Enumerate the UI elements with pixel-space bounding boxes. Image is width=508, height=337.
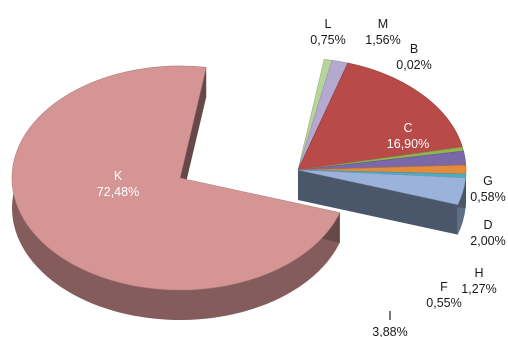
slice-value-h: 1,27% (461, 282, 496, 296)
slice-label-f: F (440, 280, 448, 294)
pie-tops (11, 59, 467, 291)
slice-value-k: 72,48% (97, 185, 139, 199)
slice-value-g: 0,58% (470, 190, 505, 204)
slice-label-k: K (114, 169, 123, 183)
slice-label-i: I (388, 309, 391, 323)
slice-value-m: 1,56% (365, 33, 400, 47)
slice-k (11, 65, 341, 291)
slice-label-m: M (378, 17, 388, 31)
slice-wall-k-1 (180, 67, 207, 208)
slice-value-i: 3,88% (372, 325, 407, 337)
slice-value-c: 16,90% (387, 137, 429, 151)
slice-label-h: H (474, 266, 483, 280)
slice-value-b: 0,02% (396, 58, 431, 72)
slice-c (297, 62, 463, 171)
slice-i (297, 169, 466, 205)
slice-label-d: D (483, 218, 492, 232)
slice-label-c: C (403, 121, 412, 135)
slice-value-f: 0,55% (426, 296, 461, 310)
slice-label-l: L (325, 17, 332, 31)
slice-label-b: B (410, 42, 418, 56)
slice-value-d: 2,00% (470, 234, 505, 248)
slice-value-l: 0,75% (310, 33, 345, 47)
slice-label-g: G (483, 174, 493, 188)
pie-labels: K 72,48% L 0,75% M 1,56% B 0,02% C 16,90% G 0,58% D 2… (97, 17, 506, 337)
slice-wall-i-1 (298, 170, 458, 235)
